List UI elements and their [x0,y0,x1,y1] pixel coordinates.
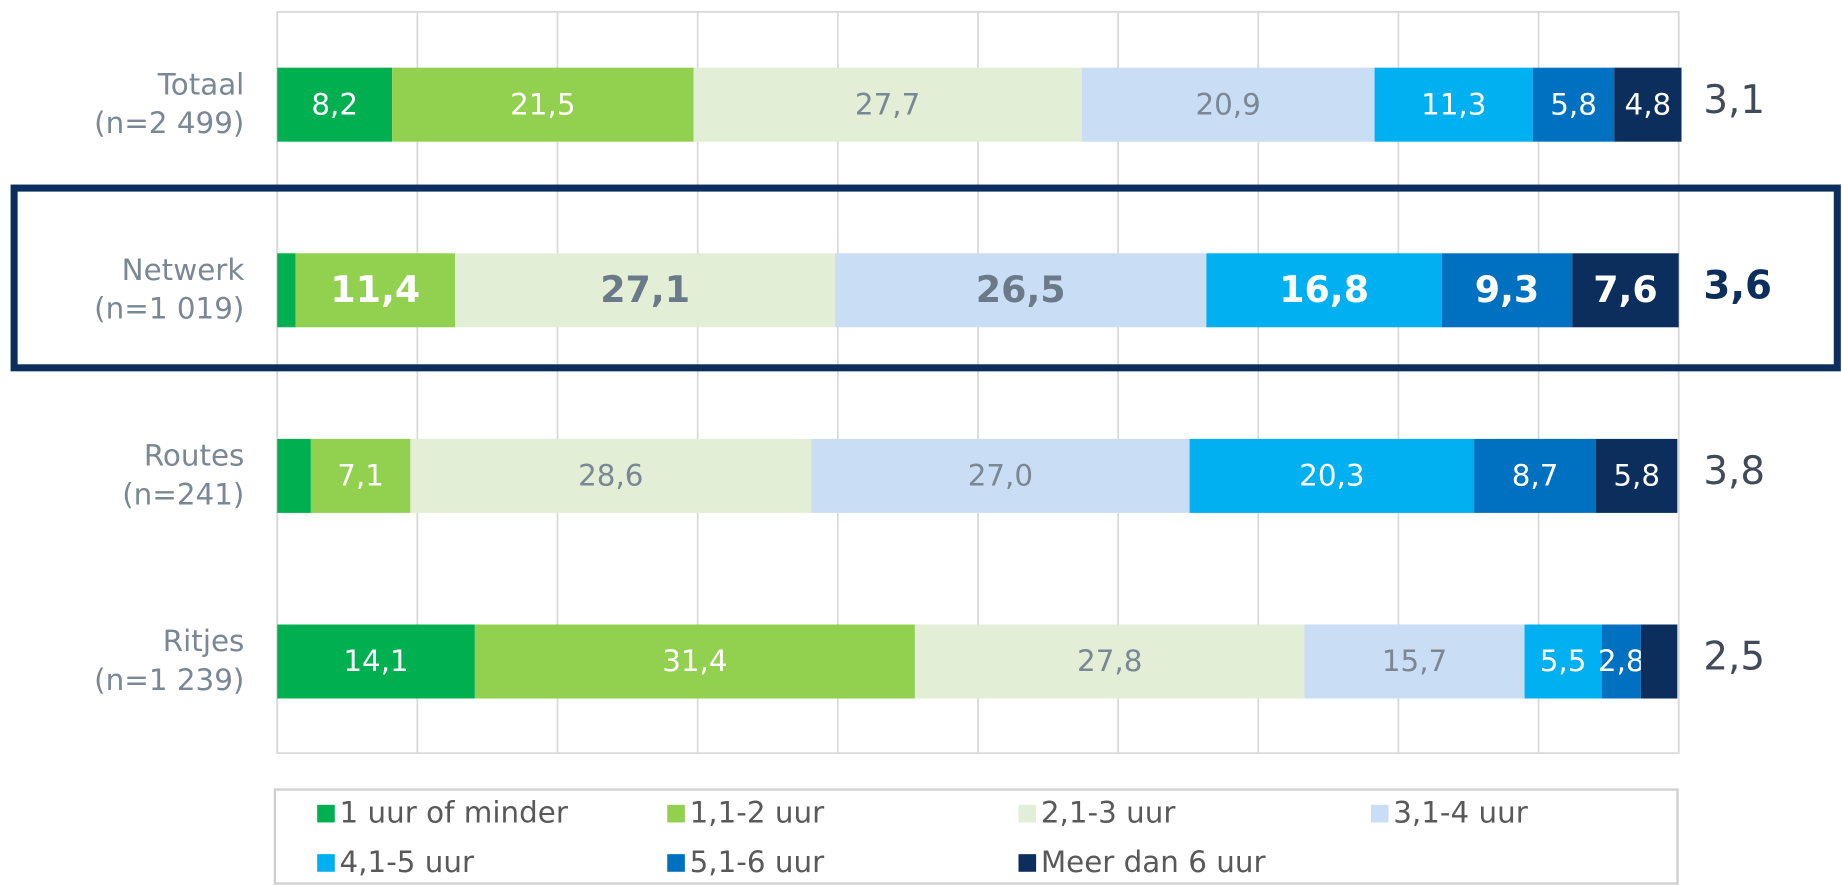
value-label: 28,6 [578,459,643,493]
bar-segment [1474,438,1597,513]
value-label: 4,8 [1625,87,1672,121]
value-label: 5,8 [1613,459,1660,493]
value-label: 11,3 [1421,87,1486,121]
value-label: 16,8 [1279,268,1369,311]
bar-segment [1572,253,1679,328]
bar-segment [1614,67,1682,142]
value-label: 8,7 [1512,459,1559,493]
value-label: 9,3 [1475,268,1540,311]
value-label: 5,5 [1540,644,1587,678]
value-label: 26,5 [976,268,1066,311]
legend-label: 1,1-2 uur [690,796,826,830]
category-label: Ritjes [163,624,245,658]
value-label: 2,8 [1598,644,1645,678]
highlight-box [10,184,1841,372]
legend-swatch [317,804,335,823]
average-label: 3,8 [1703,449,1765,494]
value-label: 27,7 [855,87,920,121]
bar-segment [392,67,694,142]
legend-label: Meer dan 6 uur [1041,845,1267,879]
average-label: 2,5 [1703,635,1765,680]
bar-segment [455,253,836,328]
bar-segment [1640,624,1678,699]
value-label: 20,9 [1195,87,1260,121]
bar-segment [1441,253,1573,328]
legend-swatch [1018,804,1037,823]
value-label: 11,4 [330,268,420,311]
bar-segment [277,624,475,699]
value-label: 7,1 [337,459,384,493]
value-label: 7,6 [1593,268,1658,311]
category-label: (n=1 019) [94,292,244,326]
legend-swatch [667,804,685,823]
bar-segment [310,438,411,513]
value-label: 27,8 [1077,644,1142,678]
category-label: (n=1 239) [94,663,244,697]
bar-segment [811,438,1190,513]
category-label: Totaal [157,67,245,101]
value-label: 21,5 [510,87,575,121]
value-label: 31,4 [662,644,727,678]
bar-segment [1081,67,1375,142]
bar-segment [1304,624,1525,699]
category-label: Netwerk [122,253,245,287]
bar-segment [1601,624,1641,699]
value-label: 15,7 [1382,644,1447,678]
bar-segment [410,438,812,513]
legend-swatch [1370,804,1389,823]
value-label: 8,2 [311,87,358,121]
value-label: 14,1 [343,644,408,678]
bar-segment [1206,253,1442,328]
bar-segment [693,67,1082,142]
legend-box [273,788,1679,885]
bar-segment [277,438,311,513]
legend-swatch [317,854,335,872]
bar-segment [1532,67,1615,142]
bar-segment [835,253,1207,328]
bar-segment [474,624,915,699]
legend-swatch [667,854,685,872]
legend-label: 1 uur of minder [340,796,569,830]
legend-label: 2,1-3 uur [1041,796,1177,830]
average-label: 3,1 [1703,78,1765,123]
bar-segment [1374,67,1533,142]
bar-segment [914,624,1305,699]
value-label: 27,0 [968,459,1033,493]
value-label: 27,1 [600,268,690,311]
bar-segment [295,253,456,328]
category-label: Routes [144,439,245,473]
bar-segment [1596,438,1678,513]
bar-segment [277,67,393,142]
legend-label: 4,1-5 uur [340,845,476,879]
legend-label: 3,1-4 uur [1393,796,1529,830]
average-label: 3,6 [1703,263,1772,308]
legend-label: 5,1-6 uur [690,845,826,879]
bar-segment [1189,438,1475,513]
bar-segment [277,253,296,328]
category-label: (n=241) [122,477,244,511]
category-label: (n=2 499) [94,106,244,140]
legend-swatch [1018,854,1037,872]
value-label: 20,3 [1299,459,1364,493]
bar-segment [1524,624,1602,699]
value-label: 5,8 [1550,87,1597,121]
